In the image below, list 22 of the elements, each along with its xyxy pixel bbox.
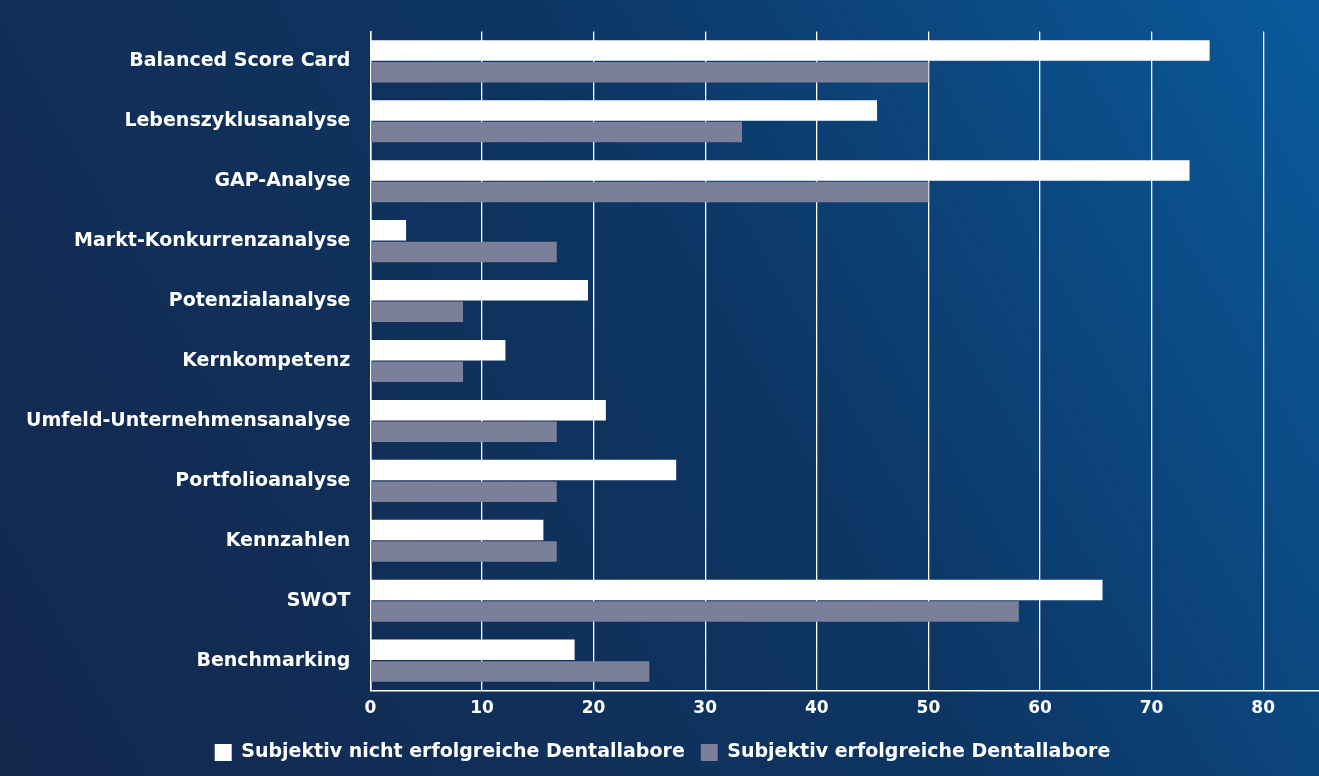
x-tick-label: 60	[1028, 697, 1052, 718]
y-tick-label: Balanced Score Card	[129, 48, 351, 71]
x-tick-label: 10	[470, 697, 494, 718]
y-tick-label: Umfeld-Unternehmensanalyse	[25, 407, 351, 430]
y-tick-label: Kennzahlen	[225, 527, 351, 550]
legend-label: Subjektiv nicht erfolgreiche Dentallabore	[241, 739, 685, 762]
x-tick-label: 0	[364, 697, 377, 718]
y-tick-label: SWOT	[286, 587, 351, 610]
x-tick-label: 40	[804, 697, 829, 718]
x-tick-label: 20	[581, 697, 606, 718]
x-tick-label: 30	[693, 697, 718, 718]
x-tick-label: 70	[1139, 697, 1164, 718]
y-tick-label: GAP-Analyse	[214, 168, 351, 191]
y-tick-label: Lebenszyklusanalyse	[124, 108, 351, 131]
legend-label: Subjektiv erfolgreiche Dentallabore	[727, 739, 1111, 762]
y-tick-label: Benchmarking	[196, 647, 351, 670]
x-tick-label: 80	[1251, 697, 1276, 718]
y-tick-label: Portfolioanalyse	[175, 467, 351, 490]
x-tick-label: 50	[916, 697, 941, 718]
y-tick-label: Potenzialanalyse	[168, 288, 351, 311]
y-tick-label: Markt-Konkurrenzanalyse	[74, 228, 351, 251]
y-tick-label: Kernkompetenz	[182, 347, 351, 370]
